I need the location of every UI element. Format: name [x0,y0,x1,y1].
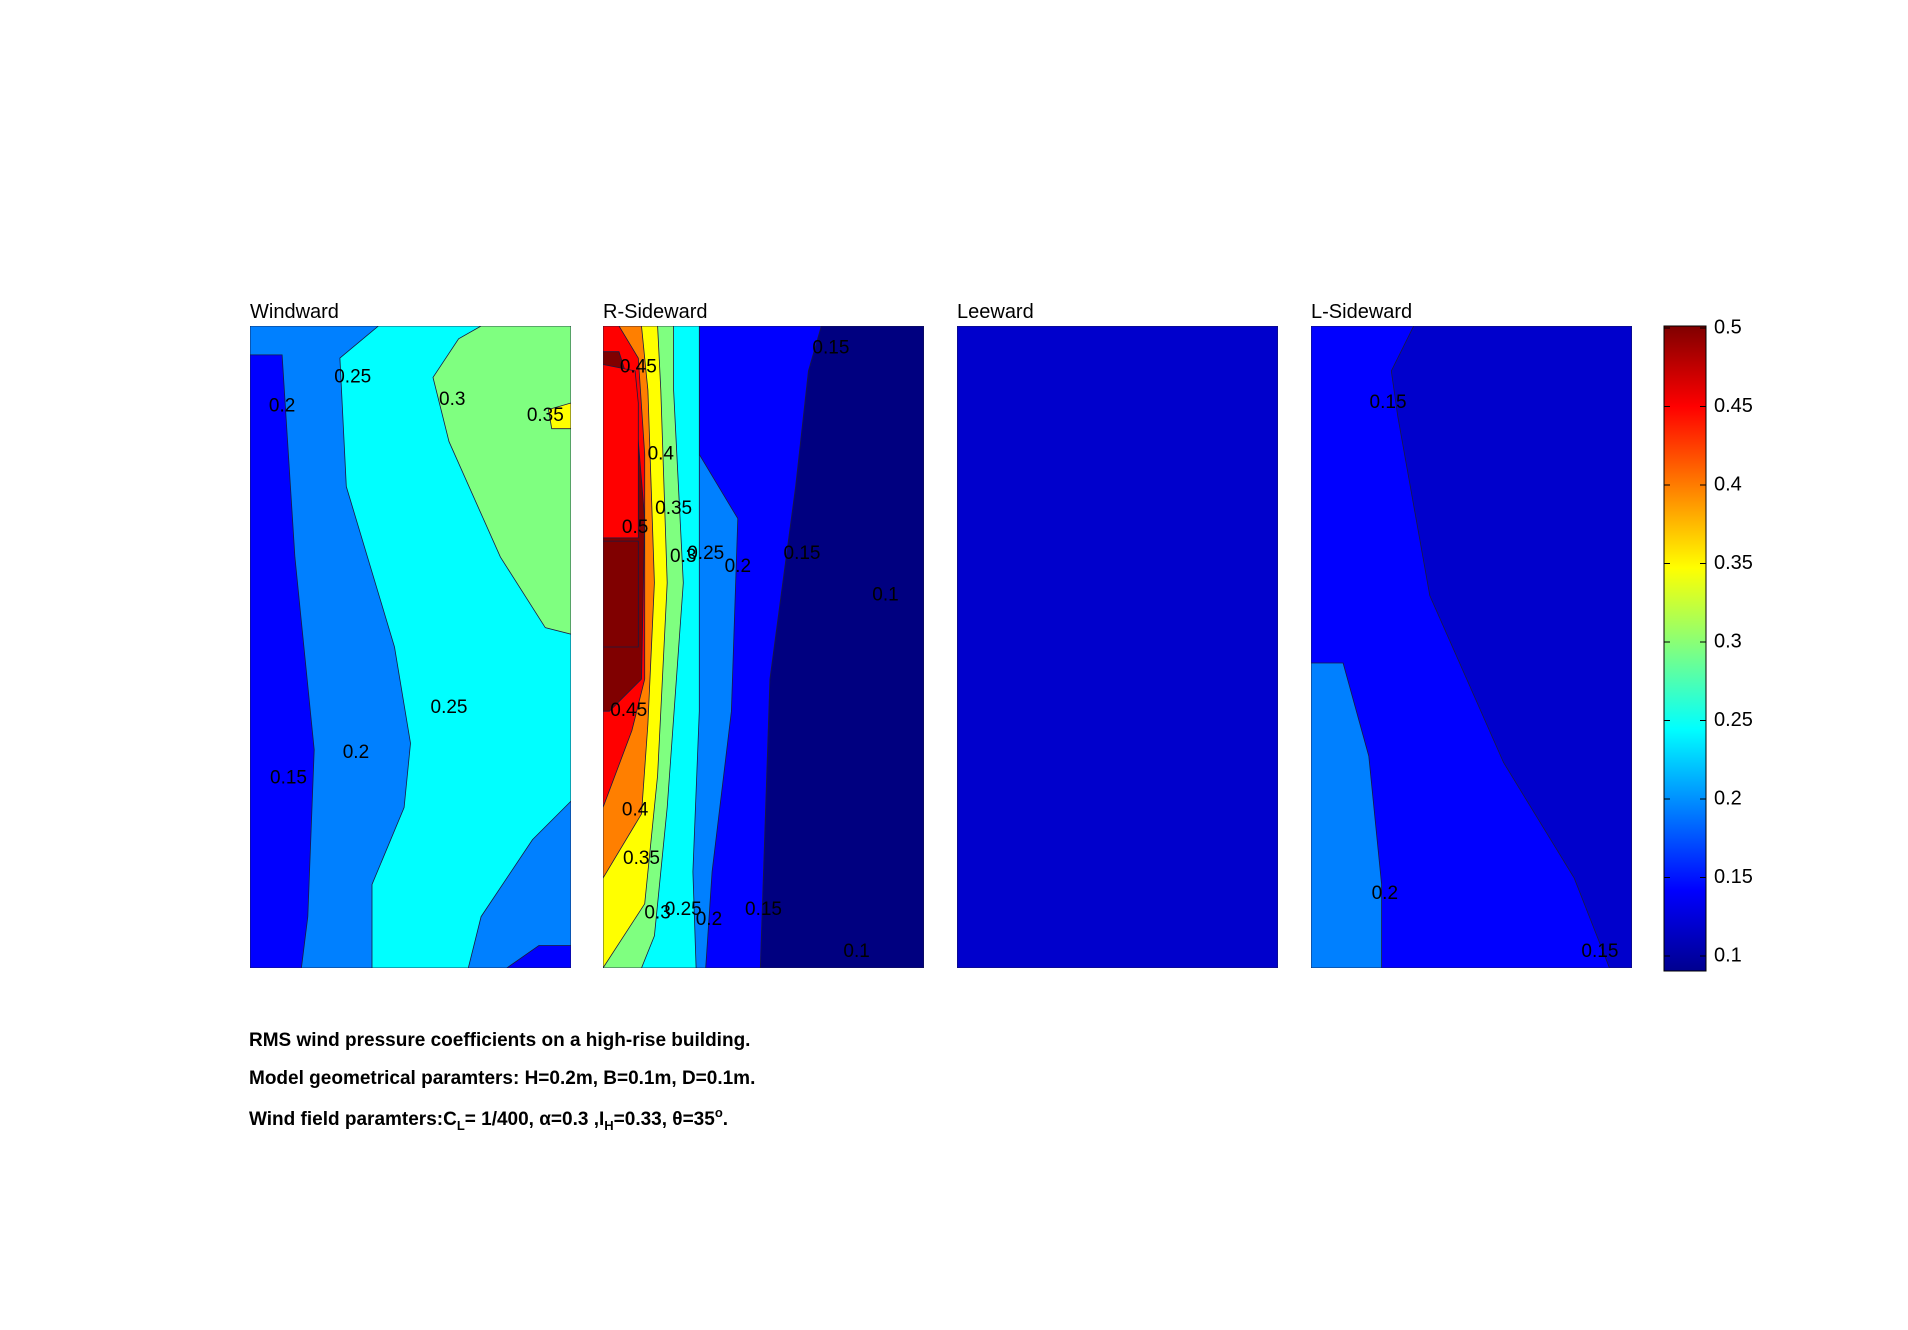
panel-regions [957,326,1278,968]
contour-label: 0.35 [527,405,564,426]
contour-label: 0.3 [644,902,670,923]
contour-region [603,364,639,539]
panel-regions [250,326,571,968]
colorbar-tick-label: 0.2 [1714,787,1742,809]
contour-label: 0.4 [622,800,649,821]
contour-label: 0.3 [439,389,465,410]
caption-line-3-d: . [722,1109,729,1130]
caption-line-2: Model geometrical paramters: H=0.2m, B=0… [249,1068,756,1089]
contour-label: 0.35 [655,498,692,519]
colorbar-tick-label: 0.35 [1714,552,1753,574]
colorbar-tick-label: 0.45 [1714,395,1753,417]
colorbar-tick-label: 0.25 [1714,709,1753,731]
contour-region [250,354,315,968]
panel-regions [1311,326,1632,968]
caption-sub-L: L [456,1118,465,1133]
contour-region [759,326,924,968]
contour-label: 0.45 [620,357,657,378]
contour-label: 0.1 [843,941,869,962]
panel-title: Leeward [957,301,1034,323]
contour-label: 0.2 [343,742,369,763]
contour-region [957,326,1278,968]
colorbar: 0.1 0.15 0.2 0.25 0.3 0.35 0.4 0.45 0.5 [1663,316,1753,972]
contour-label: 0.45 [610,700,647,721]
contour-label: 0.15 [1370,392,1407,413]
contour-label: 0.15 [745,899,782,920]
contour-region [548,402,571,430]
contour-panels: 0.250.2 0.30.350.250.20.15Windward0.150.4… [250,301,1632,968]
contour-label: 0.15 [784,543,821,564]
contour-label: 0.25 [687,543,724,564]
contour-region [1390,326,1632,968]
contour-region [506,945,571,968]
caption-line-3-a: Wind field paramters:C [249,1109,457,1130]
contour-region [1311,662,1382,968]
caption-sup-degree: o [714,1105,723,1120]
contour-label: 0.15 [812,337,849,358]
contour-label: 0.3 [670,546,696,567]
panel-title: L-Sideward [1311,301,1412,323]
caption-line-3: Wind field paramters:CL= 1/400, α=0.3 ,I… [249,1105,728,1133]
contour-label: 0.25 [334,366,371,387]
panel-title: R-Sideward [603,301,707,323]
panel-leeward: Leeward [957,301,1278,968]
contour-region [432,326,571,635]
contour-label: 0.25 [665,899,702,920]
panel-regions [603,326,924,968]
contour-label: 0.2 [725,556,751,577]
caption-sub-H: H [604,1118,614,1133]
contour-region [603,540,639,648]
panel-l-sideward: 0.15 0.2 0.15 L-Sideward [1311,301,1632,968]
colorbar-scale [1663,325,1707,972]
contour-label: 0.2 [696,909,722,930]
panel-windward: 0.25 0.2 0.3 0.35 0.25 0.2 0.15 Windward [250,301,571,968]
colorbar-tick-label: 0.15 [1714,866,1753,888]
contour-label: 0.2 [269,395,295,416]
caption-line-3-b: = 1/400, α=0.3 ,I [464,1109,605,1130]
caption-line-3-c: =0.33, θ=35 [613,1109,715,1130]
contour-label: 0.15 [1581,941,1618,962]
colorbar-tick-label: 0.4 [1714,473,1742,495]
contour-label: 0.1 [872,585,898,606]
contour-label: 0.5 [622,517,648,538]
contour-label: 0.2 [1372,883,1398,904]
panel-title: Windward [250,301,339,323]
contour-label: 0.35 [623,848,660,869]
colorbar-tick-label: 0.5 [1714,316,1742,338]
colorbar-tick-label: 0.3 [1714,630,1742,652]
contour-label: 0.25 [431,697,468,718]
contour-region [467,800,571,968]
contour-label: 0.15 [270,768,307,789]
caption-line-1: RMS wind pressure coefficients on a high… [249,1030,751,1051]
colorbar-tick-label: 0.1 [1714,944,1742,966]
contour-label: 0.4 [648,443,675,464]
panel-r-sideward: 0.150.450.40.350.50.30.250.20.150.10.450… [603,301,924,968]
